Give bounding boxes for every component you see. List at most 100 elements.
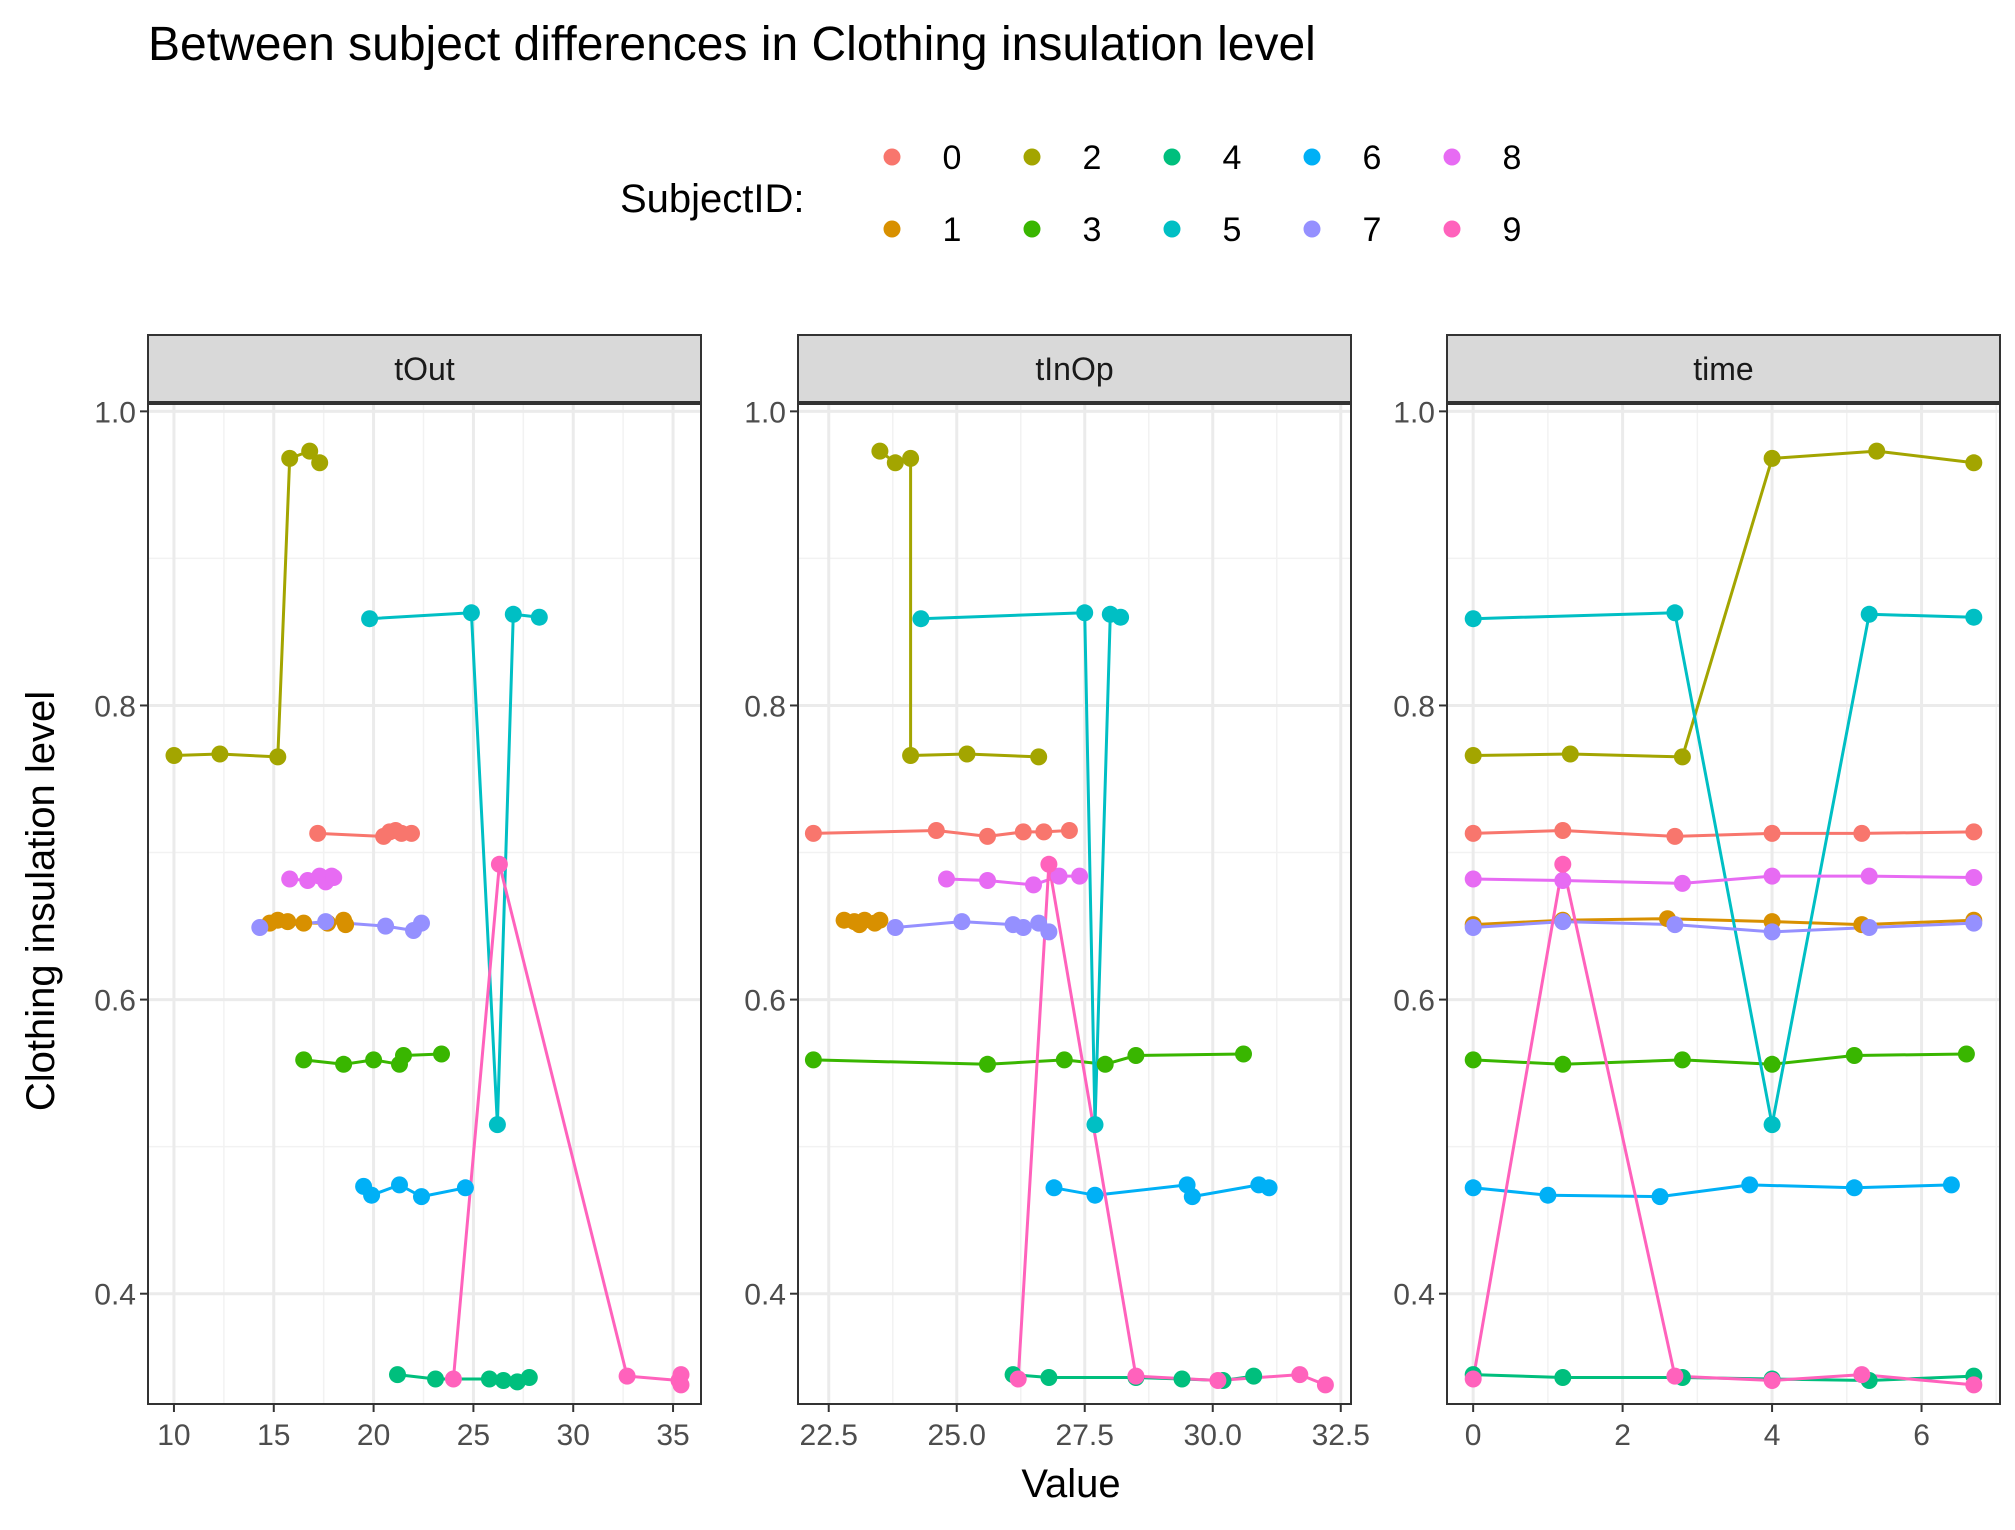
- data-point-0: [1060, 822, 1078, 839]
- data-point-3: [1127, 1047, 1145, 1064]
- data-point-7: [1554, 913, 1572, 931]
- data-point-2: [1464, 747, 1482, 764]
- data-point-5: [1860, 605, 1878, 623]
- data-point-0: [1464, 824, 1482, 842]
- data-point-3: [1845, 1047, 1863, 1064]
- y-tick-label: 0.4: [1393, 1279, 1435, 1312]
- facet-strip: [1446, 334, 2001, 403]
- data-point-5: [1112, 608, 1130, 626]
- y-tick-label: 0.6: [744, 985, 786, 1018]
- data-point-5: [530, 608, 548, 626]
- data-point-7: [953, 913, 971, 931]
- data-point-9: [1554, 855, 1572, 873]
- data-point-9: [1291, 1366, 1309, 1384]
- legend-key-4: [1163, 148, 1181, 166]
- x-tick-label: 25: [457, 1419, 490, 1452]
- data-point-9: [1209, 1372, 1227, 1389]
- x-tick-label: 10: [157, 1419, 190, 1452]
- data-point-0: [1853, 824, 1871, 842]
- data-point-3: [1055, 1051, 1073, 1069]
- data-point-8: [1763, 867, 1781, 885]
- data-point-9: [1853, 1366, 1871, 1384]
- x-tick-label: 30.0: [1184, 1419, 1242, 1452]
- x-tick-label: 20: [357, 1419, 390, 1452]
- data-point-0: [403, 824, 420, 842]
- data-point-5: [462, 604, 480, 622]
- data-point-3: [1235, 1045, 1252, 1063]
- data-point-6: [1539, 1186, 1557, 1204]
- data-point-5: [361, 610, 379, 628]
- data-point-8: [938, 870, 955, 888]
- legend-label-0: 0: [943, 139, 962, 177]
- data-point-6: [413, 1188, 430, 1206]
- data-point-0: [927, 822, 945, 839]
- data-point-9: [1965, 1376, 1983, 1394]
- data-point-0: [979, 827, 996, 845]
- data-point-2: [301, 442, 319, 460]
- legend-label-9: 9: [1503, 211, 1522, 249]
- legend-key-1: [883, 220, 901, 238]
- data-point-5: [488, 1116, 506, 1134]
- data-point-2: [281, 449, 299, 467]
- data-point-4: [427, 1370, 444, 1388]
- data-point-5: [1965, 608, 1983, 626]
- data-point-9: [1666, 1367, 1684, 1385]
- data-point-8: [325, 869, 343, 886]
- legend-label-6: 6: [1363, 139, 1382, 177]
- data-point-2: [958, 745, 976, 763]
- panel-border: [797, 403, 1352, 1405]
- x-tick-label: 0: [1465, 1419, 1482, 1452]
- data-point-8: [1554, 872, 1572, 889]
- series-line-7: [1473, 920, 1974, 934]
- y-tick-label: 0.8: [1393, 690, 1435, 723]
- data-point-8: [1860, 867, 1878, 885]
- data-point-9: [1464, 1370, 1482, 1388]
- y-tick-label: 0.6: [94, 985, 136, 1018]
- y-tick-label: 0.8: [94, 690, 136, 723]
- legend-title: SubjectID:: [620, 177, 805, 221]
- facet-panel-tOut: tOut 0.4 0.6 0.8 1.0 10 15 20 25 30 35: [94, 334, 702, 1452]
- data-point-4: [1245, 1367, 1263, 1385]
- legend-label-3: 3: [1083, 211, 1102, 249]
- x-tick-label: 6: [1913, 1419, 1930, 1452]
- x-tick-label: 4: [1764, 1419, 1781, 1452]
- legend-label-8: 8: [1503, 139, 1522, 177]
- y-tick-label: 0.4: [94, 1279, 136, 1312]
- legend-key-8: [1443, 148, 1461, 166]
- data-point-4: [520, 1369, 538, 1386]
- data-point-0: [309, 824, 327, 842]
- legend-key-2: [1023, 148, 1041, 166]
- data-point-5: [1666, 604, 1684, 622]
- y-tick-label: 1.0: [94, 396, 136, 429]
- data-point-3: [295, 1051, 313, 1069]
- data-point-9: [618, 1367, 636, 1385]
- data-point-9: [1127, 1367, 1145, 1385]
- data-point-2: [1561, 745, 1579, 763]
- data-point-5: [1763, 1116, 1781, 1134]
- facet-strip-label: tOut: [394, 351, 455, 387]
- data-point-4: [1173, 1370, 1191, 1388]
- data-point-6: [1845, 1179, 1863, 1197]
- legend-label-5: 5: [1223, 211, 1242, 249]
- data-point-7: [1860, 919, 1878, 936]
- series-line-0: [1473, 829, 1974, 838]
- data-point-3: [335, 1055, 353, 1073]
- data-point-2: [211, 745, 229, 763]
- data-point-5: [1464, 610, 1482, 628]
- data-point-3: [365, 1051, 383, 1069]
- data-point-1: [295, 914, 313, 932]
- data-point-2: [269, 748, 287, 766]
- x-tick-label: 2: [1614, 1419, 1631, 1452]
- x-tick-label: 35: [656, 1419, 689, 1452]
- legend-label-2: 2: [1083, 139, 1102, 177]
- data-point-5: [504, 605, 522, 623]
- series-line-9: [1471, 862, 1974, 1387]
- data-point-0: [1035, 823, 1053, 841]
- data-point-6: [363, 1186, 381, 1204]
- data-point-8: [1025, 876, 1042, 894]
- legend-key-7: [1303, 220, 1321, 238]
- data-point-5: [1076, 604, 1094, 622]
- facet-panel-time: time 0.4 0.6 0.8 1.0 0 2 4 6: [1393, 334, 2001, 1452]
- data-point-9: [1316, 1376, 1334, 1394]
